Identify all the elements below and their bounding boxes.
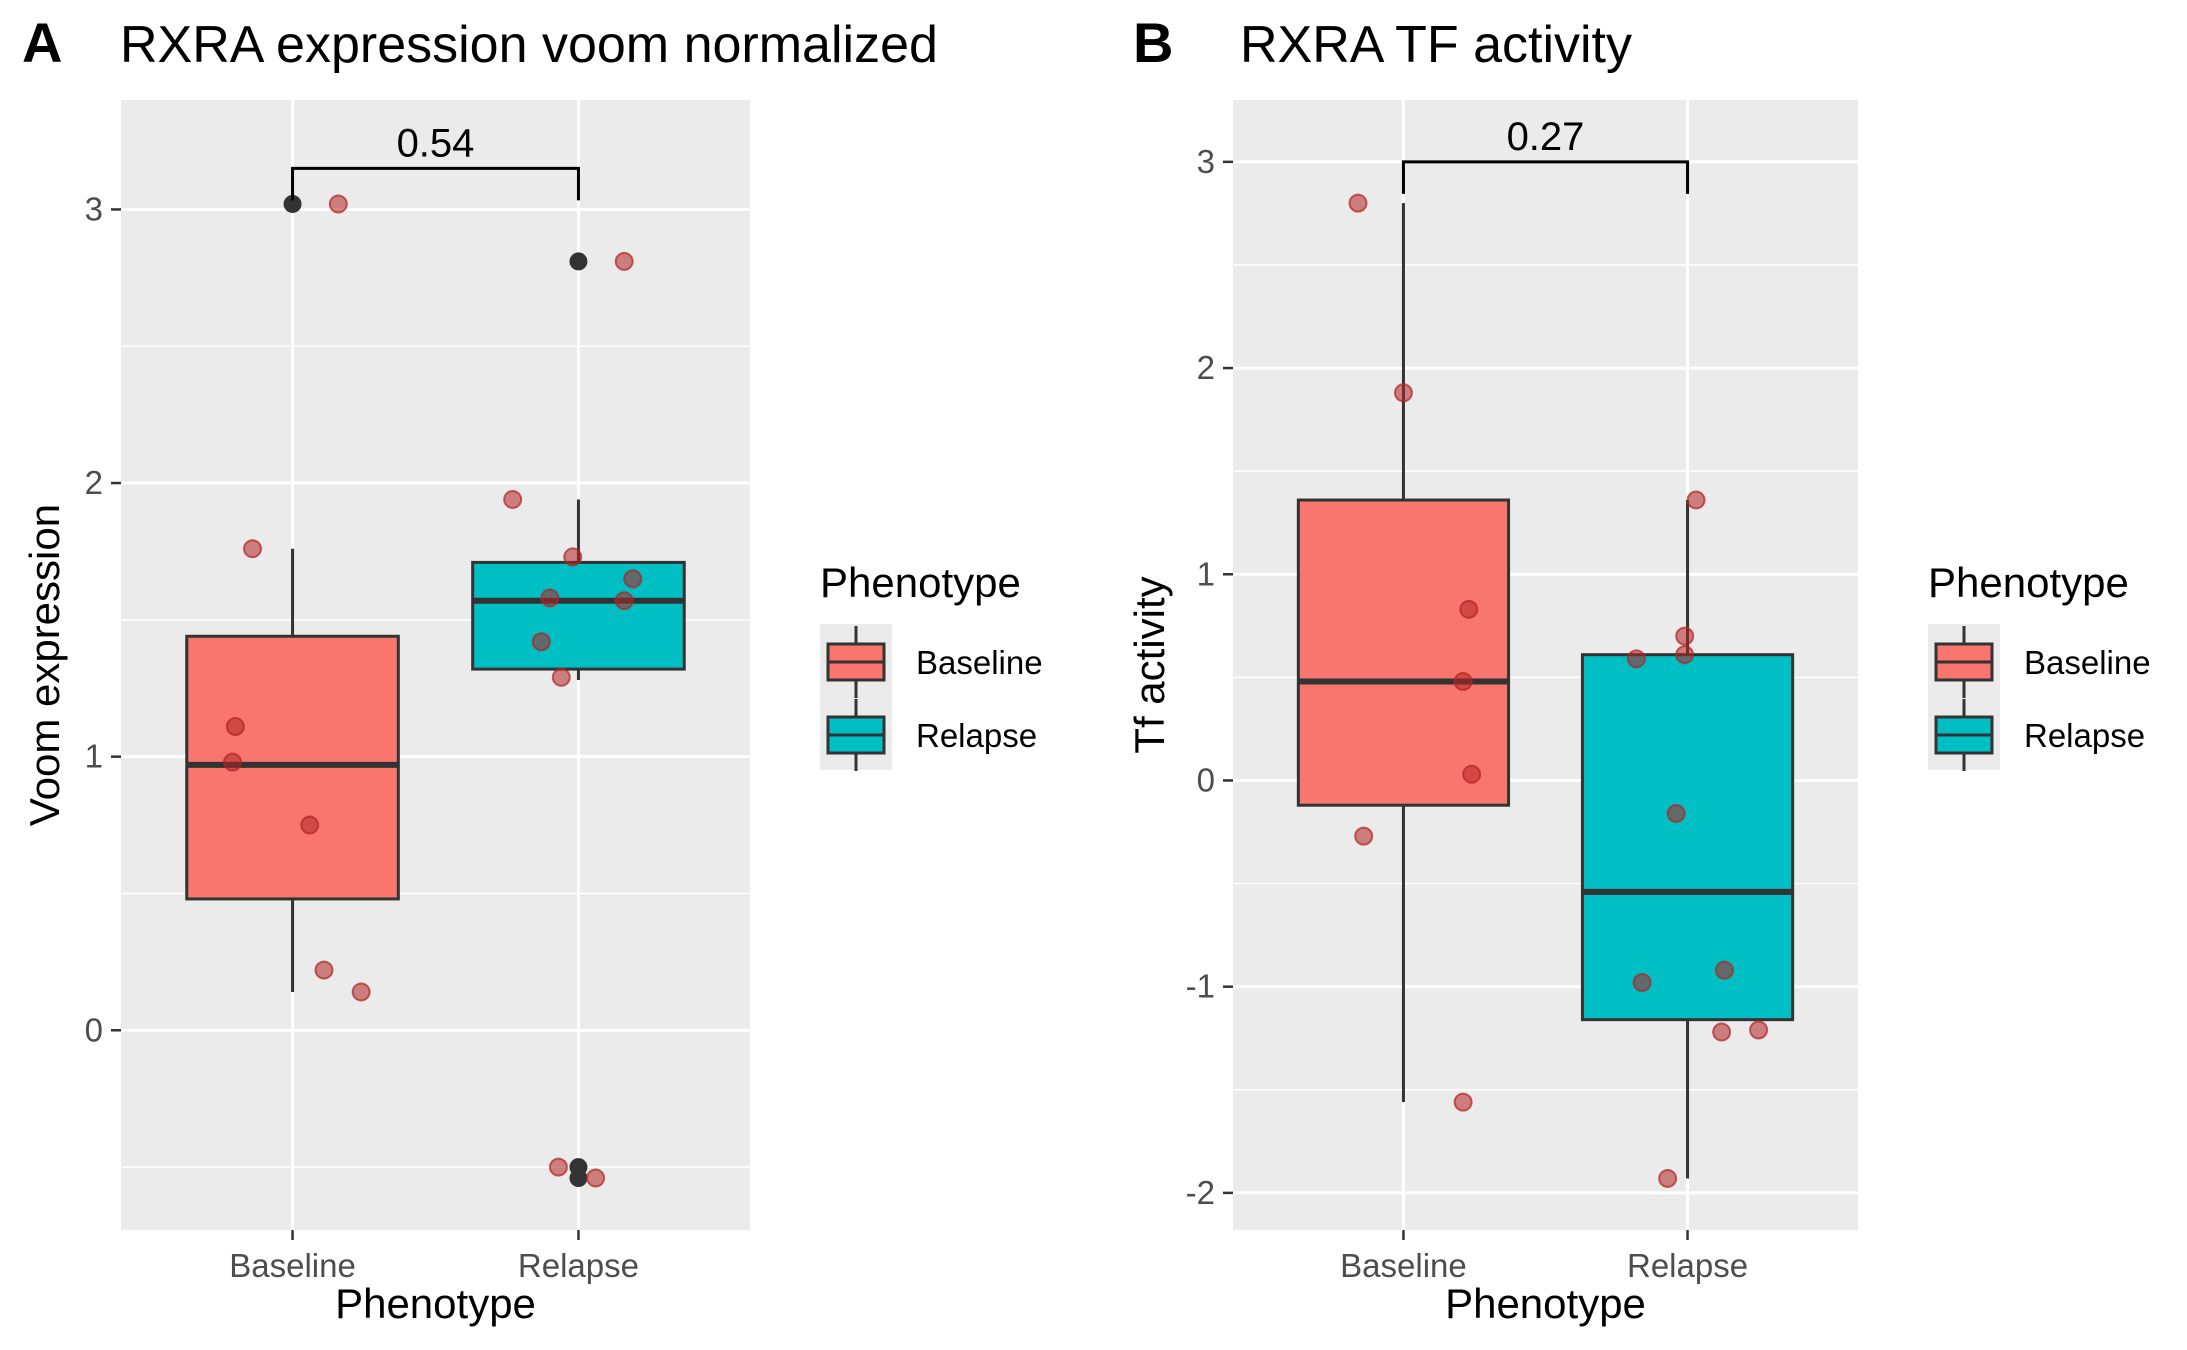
data-point bbox=[1686, 490, 1706, 510]
data-point bbox=[243, 539, 263, 559]
y-axis-title: Tf activity bbox=[1126, 576, 1173, 753]
data-point bbox=[314, 960, 334, 980]
data-point bbox=[1749, 1020, 1769, 1040]
data-point bbox=[1675, 626, 1695, 646]
data-point bbox=[1626, 649, 1646, 669]
data-point bbox=[503, 489, 523, 509]
y-axis-title: Voom expression bbox=[21, 504, 68, 826]
data-point bbox=[1462, 764, 1482, 784]
legend-label: Relapse bbox=[2024, 717, 2145, 754]
data-point bbox=[1712, 1022, 1732, 1042]
data-point bbox=[548, 1157, 568, 1177]
y-tick-label: 0 bbox=[1197, 761, 1215, 798]
panel-a: A RXRA expression voom normalized 0 1 2 3 Base… bbox=[21, 11, 1043, 1327]
x-tick-label: Baseline bbox=[1340, 1247, 1467, 1284]
data-point bbox=[1459, 599, 1479, 619]
significance-bracket bbox=[1401, 160, 1690, 194]
y-tick-label: 1 bbox=[85, 738, 103, 775]
panel-title: RXRA expression voom normalized bbox=[120, 16, 938, 74]
p-value-label: 0.54 bbox=[397, 121, 475, 165]
data-point bbox=[614, 591, 634, 611]
x-axis-title: Phenotype bbox=[1445, 1280, 1646, 1327]
y-tick-label: 1 bbox=[1197, 555, 1215, 592]
data-point bbox=[1453, 671, 1473, 691]
y-tick-label: 2 bbox=[1197, 349, 1215, 386]
data-point bbox=[1658, 1168, 1678, 1188]
outlier-point bbox=[569, 252, 588, 271]
data-point bbox=[586, 1168, 606, 1188]
data-point bbox=[225, 717, 245, 737]
box-baseline bbox=[1296, 498, 1511, 807]
outlier-point bbox=[569, 1169, 588, 1188]
y-tick-label: -2 bbox=[1186, 1174, 1215, 1211]
data-point bbox=[1354, 826, 1374, 846]
legend-title: Phenotype bbox=[820, 559, 1021, 606]
panel-title: RXRA TF activity bbox=[1240, 16, 1632, 74]
x-tick-label: Relapse bbox=[1627, 1247, 1748, 1284]
outlier-point bbox=[283, 194, 302, 213]
panel-b: B RXRA TF activity -2 -1 0 1 2 3 Baseline Relapse… bbox=[1126, 11, 2151, 1327]
data-point bbox=[1453, 1092, 1473, 1112]
y-tick-label: 0 bbox=[85, 1011, 103, 1048]
data-point bbox=[614, 251, 634, 271]
data-point bbox=[351, 982, 371, 1002]
panel-letter: B bbox=[1133, 11, 1173, 74]
x-tick-label: Baseline bbox=[229, 1247, 356, 1284]
y-tick-label: 2 bbox=[85, 464, 103, 501]
panel-letter: A bbox=[22, 11, 62, 74]
y-tick-label: 3 bbox=[85, 190, 103, 227]
legend-label: Relapse bbox=[916, 717, 1037, 754]
box-relapse bbox=[1580, 653, 1795, 1022]
data-point bbox=[1666, 803, 1686, 823]
data-point bbox=[551, 667, 571, 687]
data-point bbox=[531, 632, 551, 652]
legend-label: Baseline bbox=[916, 644, 1043, 681]
data-point bbox=[300, 815, 320, 835]
data-point bbox=[1393, 383, 1413, 403]
data-point bbox=[623, 569, 643, 589]
y-tick-label: 3 bbox=[1197, 143, 1215, 180]
p-value-label: 0.27 bbox=[1507, 115, 1585, 159]
legend-title: Phenotype bbox=[1928, 559, 2129, 606]
y-tick-label: -1 bbox=[1186, 968, 1215, 1005]
x-tick-label: Relapse bbox=[518, 1247, 639, 1284]
data-point bbox=[1714, 960, 1734, 980]
data-point bbox=[1632, 973, 1652, 993]
data-point bbox=[1348, 193, 1368, 213]
x-axis-title: Phenotype bbox=[335, 1280, 536, 1327]
data-point bbox=[540, 588, 560, 608]
data-point bbox=[223, 752, 243, 772]
significance-bracket bbox=[291, 166, 580, 201]
data-point bbox=[563, 547, 583, 567]
data-point bbox=[1675, 645, 1695, 665]
legend-label: Baseline bbox=[2024, 644, 2151, 681]
box-relapse bbox=[471, 560, 686, 671]
data-point bbox=[328, 194, 348, 214]
